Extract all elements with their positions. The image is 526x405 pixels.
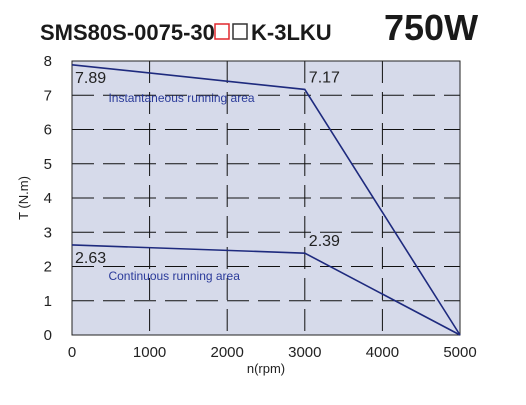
series-lines xyxy=(71,63,461,336)
value-label: 7.89 xyxy=(75,70,106,87)
y-tick-label: 8 xyxy=(44,53,52,70)
grid-lines xyxy=(72,61,460,335)
continuous-torque-line xyxy=(71,244,461,336)
model-code-placeholder-box-red xyxy=(214,23,230,40)
y-tick-label: 0 xyxy=(44,327,52,344)
y-tick-label: 2 xyxy=(44,259,52,276)
value-label: 2.39 xyxy=(309,233,340,250)
x-tick-label: 2000 xyxy=(211,344,244,361)
x-tick-label: 1000 xyxy=(133,344,166,361)
y-tick-label: 6 xyxy=(44,122,52,139)
y-axis-label: T (N.m) xyxy=(16,176,31,220)
x-tick-label: 4000 xyxy=(366,344,399,361)
y-tick-label: 3 xyxy=(44,224,52,241)
chart-title-model-suffix: K-3LKU xyxy=(251,20,332,45)
value-labels: 7.89 7.17 2.63 2.39 xyxy=(75,69,340,266)
value-label: 2.63 xyxy=(75,250,106,267)
plot-border xyxy=(71,60,461,336)
x-axis-label: n(rpm) xyxy=(247,361,285,376)
x-tick-label: 0 xyxy=(68,344,76,361)
chart-title-power: 750W xyxy=(384,7,478,48)
value-label: 7.17 xyxy=(309,69,340,86)
y-tick-label: 7 xyxy=(44,87,52,104)
model-code-placeholder-box xyxy=(232,23,248,40)
y-tick-label: 1 xyxy=(44,293,52,310)
y-tick-label: 4 xyxy=(44,190,52,207)
y-axis-ticks: 0 1 2 3 4 5 6 7 8 xyxy=(44,53,52,344)
x-axis-ticks: 0 1000 2000 3000 4000 5000 xyxy=(68,344,477,361)
continuous-area-label: Continuous running area xyxy=(108,269,240,283)
instantaneous-area-label: Instantaneous running area xyxy=(108,91,254,105)
chart-title-model-prefix: SMS80S-0075-30 xyxy=(40,20,215,45)
instantaneous-torque-line xyxy=(71,63,461,336)
x-tick-label: 3000 xyxy=(288,344,321,361)
x-tick-label: 5000 xyxy=(443,344,476,361)
y-tick-label: 5 xyxy=(44,156,52,173)
